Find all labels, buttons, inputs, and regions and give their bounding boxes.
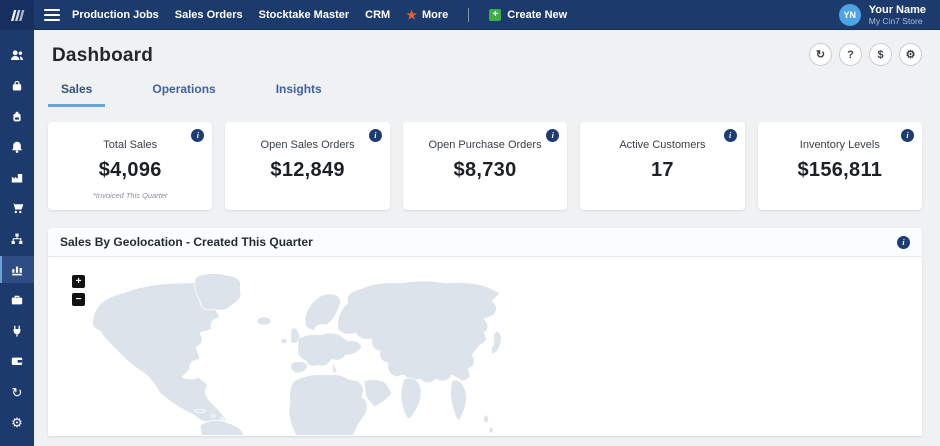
kpi-label: Total Sales: [103, 139, 158, 151]
kpi-value: $4,096: [98, 159, 162, 181]
tab-operations[interactable]: Operations: [152, 82, 216, 96]
sidebar-item-notifications[interactable]: [0, 134, 34, 161]
users-icon: [11, 50, 23, 61]
kpi-card-row: i Total Sales $4,096 *Invoiced This Quar…: [48, 122, 923, 210]
user-name: Your Name: [868, 3, 926, 16]
more-label: More: [421, 8, 449, 21]
kpi-value: 17: [650, 159, 674, 181]
settings-button[interactable]: ⚙: [899, 43, 922, 66]
map-zoom-out-button[interactable]: −: [72, 293, 85, 306]
sidebar-item-sync[interactable]: ↻: [0, 379, 34, 406]
page-title: Dashboard: [52, 45, 154, 66]
kpi-card-open-purchase-orders: i Open Purchase Orders $8,730: [402, 122, 568, 210]
wallet-icon: [11, 357, 23, 366]
sidebar-item-production[interactable]: [0, 164, 34, 191]
star-icon: ★: [406, 7, 417, 22]
kpi-card-total-sales: i Total Sales $4,096 *Invoiced This Quar…: [48, 122, 213, 210]
map-panel-header: Sales By Geolocation - Created This Quar…: [48, 228, 922, 257]
sitemap-icon: [11, 233, 23, 244]
refresh-icon: ↻: [815, 49, 826, 61]
handbag-icon: [12, 80, 22, 91]
cin7-logo-icon: [11, 9, 25, 21]
sync-icon: ↻: [11, 384, 23, 400]
tab-insights[interactable]: Insights: [275, 82, 322, 96]
user-menu[interactable]: Your Name My Cin7 Store: [869, 4, 926, 26]
sidebar-item-purchases[interactable]: [0, 103, 34, 130]
map-panel-title: Sales By Geolocation - Created This Quar…: [60, 235, 313, 249]
create-new-label: Create New: [507, 8, 568, 21]
header-actions: ↻ ? $ ⚙: [809, 43, 922, 66]
kpi-card-inventory-levels: i Inventory Levels $156,811: [757, 122, 923, 210]
kpi-label: Inventory Levels: [799, 139, 880, 151]
user-store: My Cin7 Store: [868, 15, 923, 26]
kpi-card-active-customers: i Active Customers 17: [580, 122, 745, 210]
sidebar-item-payments[interactable]: [0, 348, 34, 375]
top-navbar: Production Jobs Sales Orders Stocktake M…: [0, 0, 940, 30]
nav-item-stocktake-master[interactable]: Stocktake Master: [258, 8, 350, 21]
cin7-logo[interactable]: [0, 0, 34, 30]
plus-icon: +: [489, 8, 502, 21]
plug-icon: [13, 325, 21, 337]
sidebar-item-settings[interactable]: ⚙: [0, 409, 34, 436]
left-sidebar: ↻ ⚙: [0, 30, 34, 446]
create-new-button[interactable]: + Create New: [489, 8, 568, 21]
bar-chart-icon: [12, 266, 22, 275]
nav-menu: Production Jobs Sales Orders Stocktake M…: [72, 7, 568, 22]
main-content: Dashboard ↻ ? $ ⚙ Sales Operations Insig…: [34, 30, 940, 446]
briefcase-icon: [11, 295, 23, 305]
cart-icon: [11, 203, 24, 214]
nav-item-crm[interactable]: CRM: [365, 8, 391, 21]
user-avatar[interactable]: YN: [838, 3, 861, 26]
kpi-card-open-sales-orders: i Open Sales Orders $12,849: [225, 122, 390, 210]
sidebar-item-products[interactable]: [0, 73, 34, 100]
sidebar-item-sales[interactable]: [0, 195, 34, 222]
sidebar-item-jobs[interactable]: [0, 287, 34, 314]
kpi-value: $12,849: [270, 159, 345, 181]
nav-item-more[interactable]: ★ More: [406, 9, 448, 21]
help-button[interactable]: ?: [839, 43, 862, 66]
nav-item-production-jobs[interactable]: Production Jobs: [72, 8, 159, 21]
nav-divider: [468, 7, 470, 22]
currency-button[interactable]: $: [869, 43, 892, 66]
map-zoom-in-button[interactable]: +: [72, 275, 85, 288]
kpi-label: Open Purchase Orders: [428, 139, 542, 151]
sidebar-item-contacts[interactable]: [0, 42, 34, 69]
kpi-value: $8,730: [453, 159, 517, 181]
gear-icon: ⚙: [11, 415, 23, 431]
world-map[interactable]: + −: [48, 257, 922, 435]
gear-icon: ⚙: [905, 49, 916, 61]
kpi-label: Open Sales Orders: [260, 139, 355, 151]
kpi-footnote: *Invoiced This Quarter: [92, 191, 168, 200]
help-icon: ?: [847, 48, 854, 61]
info-icon[interactable]: i: [723, 129, 737, 142]
hamburger-menu-icon[interactable]: [44, 6, 60, 24]
factory-icon: [11, 173, 23, 183]
map-zoom-controls: + −: [72, 275, 85, 311]
info-icon[interactable]: i: [901, 129, 915, 142]
dashboard-tabs: Sales Operations Insights: [48, 82, 369, 107]
sidebar-item-connections[interactable]: [0, 317, 34, 344]
sidebar-item-dashboard[interactable]: [0, 256, 34, 283]
sidebar-item-integrations[interactable]: [0, 226, 34, 253]
backpack-icon: [13, 111, 21, 121]
kpi-label: Active Customers: [619, 139, 706, 151]
info-icon[interactable]: i: [546, 129, 560, 142]
info-icon[interactable]: i: [191, 129, 205, 142]
bell-icon: [12, 141, 22, 154]
tab-sales[interactable]: Sales: [48, 82, 106, 107]
kpi-value: $156,811: [797, 159, 883, 181]
sales-geolocation-panel: Sales By Geolocation - Created This Quar…: [48, 228, 922, 436]
info-icon[interactable]: i: [897, 235, 910, 249]
nav-item-sales-orders[interactable]: Sales Orders: [174, 8, 243, 21]
world-map-svg: [91, 273, 502, 435]
dollar-icon: $: [877, 48, 884, 61]
info-icon[interactable]: i: [368, 129, 382, 142]
refresh-button[interactable]: ↻: [809, 43, 832, 66]
